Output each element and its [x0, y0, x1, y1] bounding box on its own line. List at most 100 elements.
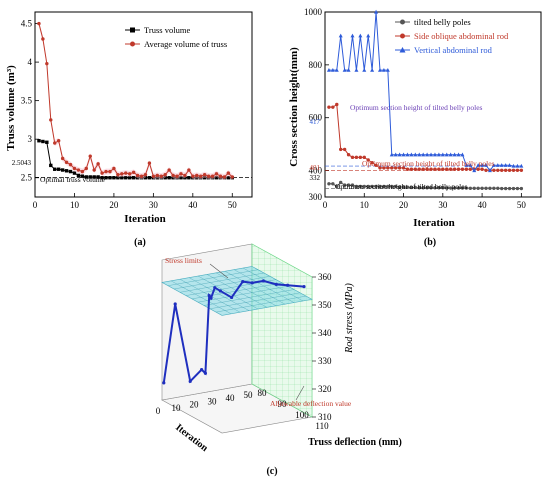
x-tick-label-1-0: 0 — [323, 200, 328, 210]
point-0-1-23 — [127, 172, 132, 176]
c-point-5 — [207, 294, 211, 298]
point-0-1-12 — [84, 166, 88, 171]
point-1-2-6 — [350, 33, 355, 38]
point-0-1-48 — [226, 171, 231, 175]
panel-b-ann-text-0: Optimum section height of tilted belly p… — [350, 103, 483, 112]
x-tick-label-0-3: 30 — [149, 200, 159, 210]
point-1-1-3 — [339, 147, 343, 152]
panel-b: 0 10 20 30 40 50 300 400 600 800 1000 Iteration Cr… — [288, 7, 542, 248]
point-1-0-44 — [500, 186, 504, 191]
panel-b-ann-label-0: 417 — [310, 118, 321, 126]
point-1-1-1 — [331, 105, 335, 109]
point-1-0-38 — [476, 186, 480, 190]
point-1-0-0 — [327, 182, 331, 186]
legend-b-marker-0 — [400, 19, 405, 25]
point-1-2-7 — [354, 67, 359, 72]
point-1-1-6 — [350, 155, 355, 160]
point-1-1-11 — [370, 160, 374, 165]
point-0-1-4 — [53, 141, 57, 145]
point-1-1-14 — [382, 166, 386, 170]
c-x-tick-label-5: 50 — [244, 390, 254, 400]
point-1-0-28 — [437, 186, 441, 190]
panel-c-stress-label: Stress limits — [165, 256, 202, 265]
point-0-1-19 — [112, 166, 116, 171]
stress-grid-y-8 — [209, 292, 301, 309]
point-0-1-40 — [195, 173, 199, 178]
point-1-1-20 — [405, 167, 410, 171]
point-1-1-38 — [476, 167, 480, 171]
panel-a-label: (a) — [134, 237, 146, 248]
point-0-1-18 — [108, 169, 112, 174]
y-tick-label-0-1: 3 — [28, 134, 33, 144]
point-0-0-36 — [179, 176, 183, 180]
point-0-1-9 — [72, 166, 77, 171]
c-y-tick-label-3: 110 — [315, 421, 329, 431]
panel-a-ref-text: Optimal truss volume — [40, 175, 106, 184]
x-tick-label-0-1: 10 — [70, 200, 80, 210]
panel-c-ylabel: Truss deflection (mm) — [308, 437, 402, 448]
point-1-0-4 — [342, 183, 347, 187]
panel-a-ylabel: Truss volume (m³) — [5, 65, 17, 151]
point-1-0-49 — [519, 186, 524, 191]
point-1-2-46 — [507, 163, 512, 167]
point-1-2-1 — [330, 67, 335, 72]
point-0-1-45 — [214, 172, 219, 176]
point-1-1-34 — [460, 167, 465, 171]
c-point-11 — [250, 281, 254, 285]
point-0-0-3 — [49, 163, 53, 168]
point-0-0-23 — [127, 176, 132, 180]
point-0-1-26 — [139, 174, 144, 178]
point-1-2-22 — [413, 152, 418, 157]
point-1-2-24 — [421, 152, 426, 157]
point-1-0-29 — [441, 186, 445, 190]
point-0-0-17 — [104, 176, 108, 180]
point-0-0-10 — [76, 173, 81, 178]
c-z-tick-label-3: 340 — [318, 328, 332, 338]
point-1-1-42 — [492, 168, 496, 173]
x-tick-label-1-2: 20 — [399, 200, 409, 210]
point-0-0-8 — [68, 169, 73, 174]
point-1-1-40 — [484, 168, 488, 173]
point-1-1-4 — [342, 147, 347, 152]
point-1-2-9 — [362, 67, 367, 72]
point-1-0-21 — [409, 185, 414, 190]
point-1-0-24 — [421, 186, 425, 190]
point-0-0-5 — [56, 167, 61, 171]
point-1-0-46 — [507, 186, 512, 191]
point-0-1-10 — [76, 168, 81, 172]
c-point-1 — [173, 302, 177, 306]
point-0-1-37 — [183, 173, 187, 178]
c-point-2 — [188, 379, 192, 383]
panel-b-ylabel: Cross section height(mm) — [288, 47, 300, 167]
point-1-2-41 — [487, 168, 492, 173]
point-1-0-12 — [374, 184, 378, 189]
point-0-1-17 — [104, 169, 108, 174]
point-1-1-24 — [421, 167, 425, 171]
point-1-0-17 — [393, 184, 398, 189]
point-0-1-30 — [155, 173, 160, 178]
point-0-0-14 — [92, 175, 96, 179]
c-z-tick-label-0: 310 — [318, 412, 332, 422]
point-0-1-8 — [68, 162, 73, 167]
point-0-1-47 — [222, 175, 227, 179]
point-1-0-41 — [488, 186, 492, 190]
point-1-2-18 — [397, 152, 402, 157]
point-1-2-45 — [503, 163, 508, 167]
x-tick-label-0-4: 40 — [188, 200, 198, 210]
legend-a-text-0: Truss volume — [144, 25, 190, 35]
c-y-tick-label-0: 80 — [258, 388, 268, 398]
point-1-1-47 — [511, 168, 516, 173]
point-0-1-41 — [199, 174, 203, 178]
point-1-1-46 — [507, 168, 512, 173]
point-1-0-32 — [452, 186, 457, 190]
point-1-1-15 — [386, 166, 390, 170]
x-tick-label-0-0: 0 — [33, 200, 38, 210]
point-1-0-8 — [358, 184, 363, 189]
point-1-1-23 — [417, 167, 421, 171]
c-x-tick-label-2: 20 — [190, 400, 200, 410]
point-0-1-28 — [147, 161, 152, 165]
point-0-0-19 — [112, 176, 116, 180]
point-1-0-19 — [401, 185, 406, 189]
stress-grid-y-9 — [215, 295, 307, 313]
point-1-1-2 — [335, 102, 339, 107]
